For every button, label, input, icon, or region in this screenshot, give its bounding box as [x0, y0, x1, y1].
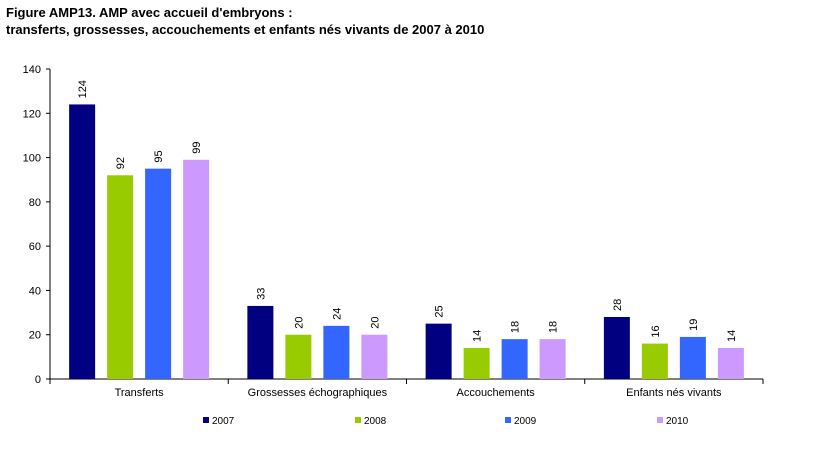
data-label: 20: [293, 316, 305, 328]
legend-label: 2007: [212, 416, 235, 427]
data-label: 92: [115, 157, 127, 169]
legend-swatch-2008: [355, 417, 361, 423]
chart-title-line1: Figure AMP13. AMP avec accueil d'embryon…: [6, 5, 293, 20]
y-tick-label: 0: [35, 374, 41, 386]
data-label: 95: [153, 150, 165, 162]
bar-2008: [463, 348, 490, 379]
legend-swatch-2009: [505, 417, 511, 423]
bar-2009: [145, 168, 172, 379]
y-tick-label: 20: [29, 330, 41, 342]
bar-2007: [603, 317, 630, 379]
data-label: 14: [472, 330, 484, 342]
y-tick-label: 60: [29, 241, 41, 253]
bar-2007: [69, 104, 96, 379]
x-tick-label: Accouchements: [456, 387, 535, 399]
data-label: 124: [77, 80, 89, 98]
x-tick-label: Enfants nés vivants: [626, 387, 722, 399]
data-label: 16: [650, 325, 662, 337]
x-tick-label: Transferts: [115, 387, 165, 399]
data-label: 25: [434, 305, 446, 317]
y-tick-label: 100: [23, 153, 41, 165]
bar-2010: [183, 159, 210, 379]
bar-2010: [539, 339, 566, 379]
y-tick-label: 80: [29, 197, 41, 209]
data-label: 24: [331, 308, 343, 320]
data-label: 20: [369, 316, 381, 328]
legend-swatch-2007: [203, 417, 209, 423]
data-label: 18: [510, 321, 522, 333]
legend-label: 2010: [666, 416, 689, 427]
data-label: 14: [726, 330, 738, 342]
legend-label: 2008: [364, 416, 387, 427]
chart-title-line2: transferts, grossesses, accouchements et…: [6, 22, 485, 37]
chart-title: Figure AMP13. AMP avec accueil d'embryon…: [6, 4, 484, 38]
bar-2010: [361, 334, 388, 379]
data-label: 18: [548, 321, 560, 333]
bar-2007: [247, 305, 274, 379]
data-label: 19: [688, 319, 700, 331]
y-tick-label: 40: [29, 285, 41, 297]
data-label: 99: [191, 142, 203, 154]
bar-2009: [323, 325, 350, 379]
bar-2008: [641, 343, 668, 379]
y-tick-label: 120: [23, 108, 41, 120]
x-tick-label: Grossesses échographiques: [248, 387, 388, 399]
bar-2010: [717, 348, 744, 379]
bar-2007: [425, 323, 452, 379]
data-label: 28: [612, 299, 624, 311]
data-label: 33: [255, 288, 267, 300]
legend-label: 2009: [514, 416, 537, 427]
bar-2009: [679, 336, 706, 379]
bar-2008: [107, 175, 134, 379]
legend-swatch-2010: [657, 417, 663, 423]
y-tick-label: 140: [23, 64, 41, 76]
bar-2009: [501, 339, 528, 379]
bar-2008: [285, 334, 312, 379]
